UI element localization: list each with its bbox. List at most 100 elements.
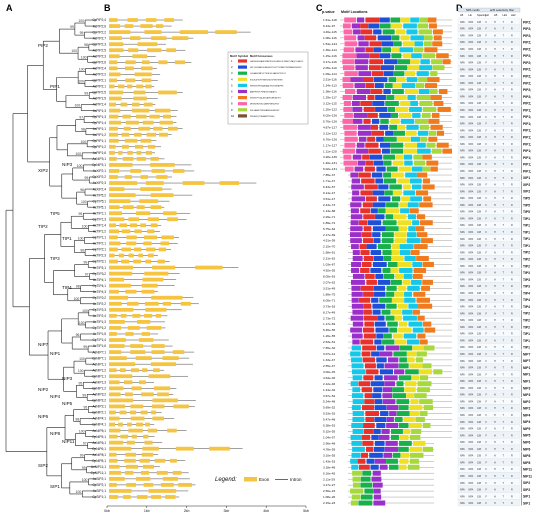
filter-cell: NPA bbox=[469, 367, 474, 370]
exon-box bbox=[150, 163, 175, 167]
motif-block bbox=[379, 112, 391, 118]
motif-block bbox=[350, 500, 358, 506]
subfamily-label: NIP6 bbox=[523, 447, 530, 451]
motif-block bbox=[422, 446, 434, 452]
filter-cell: T bbox=[503, 319, 505, 322]
pvalue-label: 1.09e-114 bbox=[323, 72, 337, 76]
exon-box bbox=[149, 114, 160, 119]
motif-block bbox=[350, 202, 362, 208]
bootstrap-value: 100 bbox=[82, 478, 88, 482]
filter-cell: NPA bbox=[460, 360, 465, 363]
motif-block bbox=[417, 333, 426, 339]
motif-block bbox=[391, 309, 402, 315]
motif-block bbox=[400, 100, 411, 106]
pvalue-label: 2.53e-51 bbox=[323, 340, 335, 344]
filter-cell: NPA bbox=[460, 285, 465, 288]
filter-cell: H bbox=[494, 306, 496, 309]
exon-box bbox=[180, 301, 191, 306]
motif-number: 5 bbox=[231, 83, 233, 87]
motif-block bbox=[426, 142, 436, 148]
exon-box bbox=[109, 470, 122, 475]
filter-cell: NPA bbox=[469, 265, 474, 268]
filter-cell: R bbox=[511, 34, 513, 37]
motif-block bbox=[412, 327, 424, 333]
exon-box bbox=[122, 156, 134, 161]
motif-block bbox=[383, 89, 391, 95]
exon-box bbox=[142, 464, 154, 469]
motif-block bbox=[436, 130, 445, 136]
filter-cell: 108 bbox=[477, 136, 482, 139]
filter-cell: NPA bbox=[460, 123, 465, 126]
motif-block bbox=[423, 405, 434, 411]
motif-block bbox=[408, 422, 422, 428]
motif-block bbox=[412, 261, 423, 267]
motif-block bbox=[365, 273, 375, 279]
filter-cell: NPA bbox=[460, 55, 465, 58]
filter-cell: NPA bbox=[460, 353, 465, 356]
exon-box bbox=[158, 60, 168, 65]
exon-box bbox=[126, 483, 137, 487]
motif-block bbox=[397, 261, 412, 267]
motif-block bbox=[373, 446, 385, 452]
filter-cell: NPA bbox=[469, 95, 474, 98]
exon-box bbox=[140, 187, 163, 191]
motif-block bbox=[420, 136, 428, 142]
filter-cell: NPA bbox=[469, 68, 474, 71]
filter-cell: H bbox=[494, 150, 496, 153]
filter-cell: H bbox=[494, 95, 496, 98]
motif-block bbox=[366, 244, 377, 250]
filter-cell: H bbox=[494, 475, 496, 478]
filter-cell: F bbox=[486, 102, 488, 105]
filter-cell: T bbox=[503, 400, 505, 403]
motif-block bbox=[369, 41, 382, 47]
subfamily-label: TIP3 bbox=[523, 271, 530, 275]
gene-name: AcPIP2;1 bbox=[93, 85, 107, 89]
motif-block bbox=[422, 106, 437, 112]
exon-box bbox=[128, 253, 134, 258]
filter-cell: 108 bbox=[477, 299, 482, 302]
filter-cell: NPA bbox=[469, 82, 474, 85]
motif-block bbox=[343, 160, 358, 166]
exon-box bbox=[109, 452, 117, 457]
motif-block bbox=[428, 118, 440, 124]
motif-block bbox=[417, 381, 432, 387]
motif-block bbox=[412, 440, 426, 446]
exon-box bbox=[167, 126, 178, 131]
motif-block bbox=[360, 23, 369, 29]
subfamily-label: XIP2 bbox=[523, 183, 530, 187]
motif-block bbox=[432, 65, 445, 71]
exon-box bbox=[130, 350, 146, 354]
motif-consensus-seq: KSLGAAVIYNKDHAWDDHWIFWV bbox=[250, 109, 280, 112]
motif-block bbox=[419, 399, 433, 405]
exon-box bbox=[178, 483, 192, 487]
filter-cell: 108 bbox=[477, 434, 482, 437]
exon-box bbox=[120, 102, 128, 107]
motif-block bbox=[368, 23, 380, 29]
motif-block bbox=[395, 106, 409, 112]
gene-name: AcTIP1;3 bbox=[93, 320, 106, 324]
bootstrap-value: 98 bbox=[84, 43, 88, 47]
motif-block bbox=[361, 261, 372, 267]
filter-cell: R bbox=[511, 204, 513, 207]
filter-cell: NPA bbox=[460, 258, 465, 261]
motif-block bbox=[405, 369, 419, 375]
gene-name: CpNIP7;1 bbox=[92, 356, 106, 360]
filter-cell: NPA bbox=[460, 502, 465, 505]
motif-block bbox=[390, 118, 400, 124]
motif-block bbox=[382, 387, 393, 393]
subfamily-label: PIP2; bbox=[523, 61, 531, 65]
filter-cell: 108 bbox=[477, 217, 482, 220]
pvalue-label: 5.32e-55 bbox=[323, 430, 335, 434]
filter-cell: H bbox=[494, 170, 496, 173]
filter-cell: T bbox=[503, 95, 505, 98]
filter-cell: NPA bbox=[460, 272, 465, 275]
motif-block bbox=[352, 470, 362, 476]
filter-cell: T bbox=[503, 285, 505, 288]
exon-box bbox=[109, 96, 122, 101]
motif-block bbox=[424, 327, 436, 333]
motif-block bbox=[373, 500, 386, 506]
motif-block bbox=[397, 124, 406, 130]
motif-locations-header: Motif Locations bbox=[341, 10, 368, 14]
filter-cell: 108 bbox=[477, 34, 482, 37]
motif-block bbox=[418, 77, 428, 83]
